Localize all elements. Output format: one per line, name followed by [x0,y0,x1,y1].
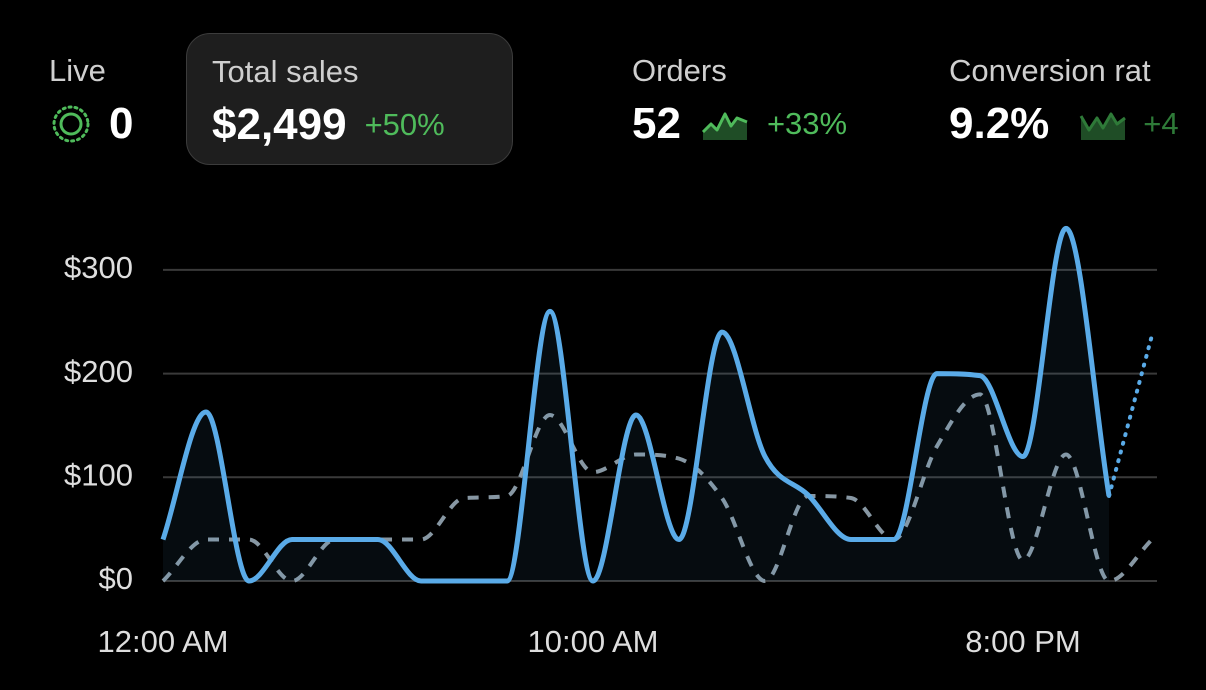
metric-label: Total sales [212,54,359,89]
metric-value: $2,499 [212,100,347,149]
metric-label: Live [49,53,106,88]
metric-total-sales[interactable]: Total sales $2,499 +50% [186,33,513,165]
y-tick-label: $100 [64,457,133,492]
metric-label: Conversion rat [949,53,1151,88]
x-tick-label: 10:00 AM [528,624,659,659]
live-icon [52,105,90,143]
sparkline-icon [1079,112,1127,140]
area [163,228,1109,581]
y-tick-label: $0 [99,561,133,596]
sales-line [160,225,1112,584]
metric-change: +50% [364,107,445,142]
sparkline-icon [701,112,748,140]
metric-value: 9.2% [949,99,1050,148]
y-tick-label: $300 [64,250,133,285]
metric-change: +4 [1143,106,1179,141]
x-tick-label: 8:00 PM [965,624,1080,659]
metric-conversion[interactable]: Conversion rat 9.2% +4 [924,33,1206,165]
metric-value: 52 [632,99,681,148]
metric-value: 0 [109,99,134,148]
metric-orders[interactable]: Orders 52 +33% [607,33,907,165]
metric-label: Orders [632,53,727,88]
sales-line-current [1107,333,1154,498]
x-tick-label: 12:00 AM [98,624,229,659]
metric-live: Live 0 [30,33,170,165]
metric-change: +33% [766,106,848,141]
y-tick-label: $200 [64,354,133,389]
